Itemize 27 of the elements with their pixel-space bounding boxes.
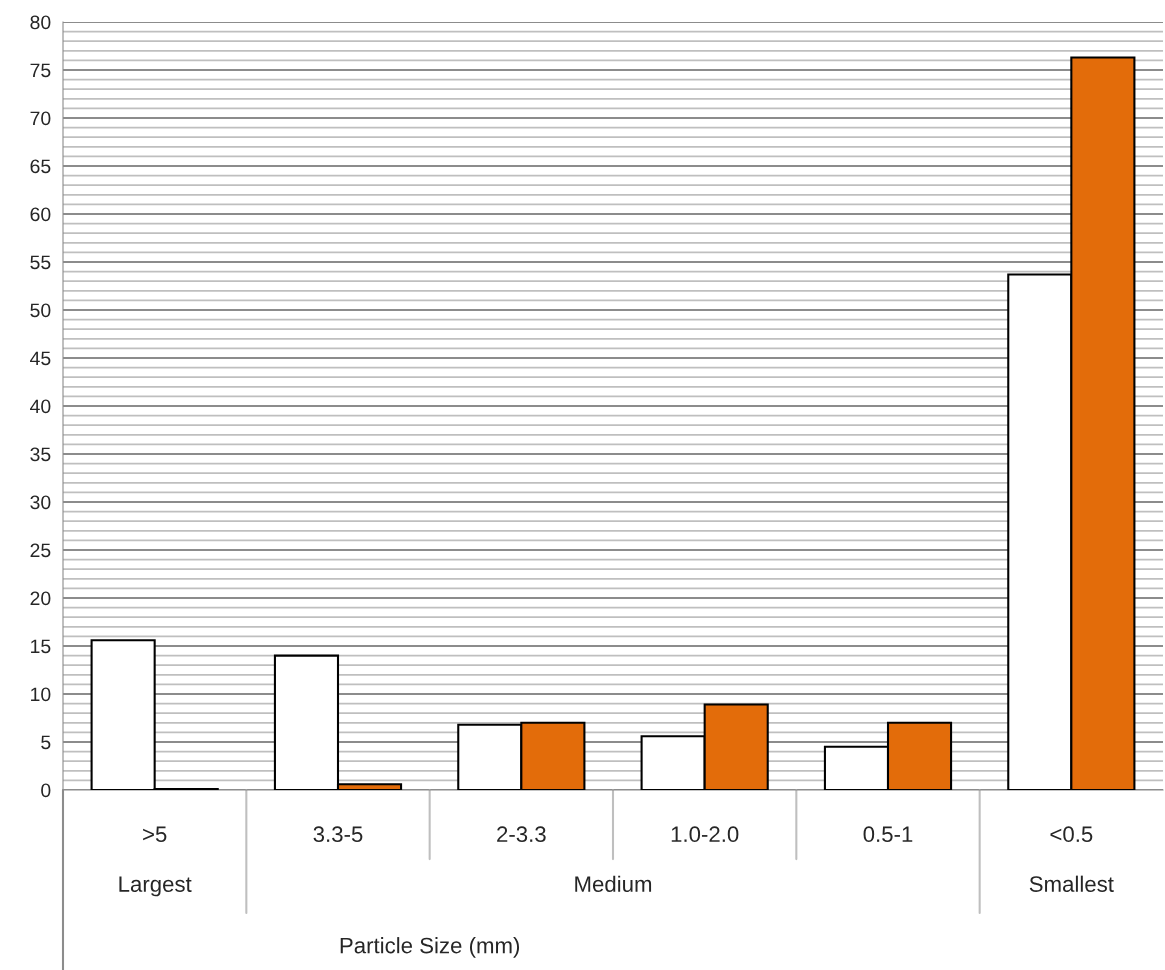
x-tick-label: 1.0-2.0 (671, 826, 739, 843)
x-tick-label: 2-3.3 (497, 826, 546, 843)
x-tick-label: <0.5 (1050, 826, 1093, 843)
y-tick-label: 70 (30, 111, 51, 126)
y-tick-label: 40 (30, 399, 51, 414)
y-tick-label: 65 (30, 159, 51, 174)
y-tick-label: 25 (30, 543, 51, 558)
y-tick-label: 15 (31, 639, 51, 654)
y-tick-label: 55 (30, 255, 51, 270)
y-tick-label: 10 (31, 687, 51, 702)
x-tick-label: >5 (143, 826, 167, 843)
y-tick-label: 60 (30, 207, 51, 222)
y-tick-label: 35 (30, 447, 51, 462)
x-axis-title: Particle Size (mm) (340, 937, 520, 958)
y-tick-label: 20 (30, 591, 51, 606)
y-tick-label: 80 (30, 15, 51, 30)
y-tick-label: 50 (30, 303, 51, 318)
y-tick-label: 30 (30, 495, 51, 510)
text: Largest (119, 876, 192, 897)
text: Smallest (1029, 875, 1114, 892)
y-tick-label: 5 (41, 735, 51, 750)
x-tick-label: 3.3-5 (313, 826, 363, 843)
x-tick-label: 0.5-1 (863, 826, 913, 843)
text: Medium (575, 875, 652, 892)
y-tick-label: 45 (30, 351, 51, 366)
y-tick-label: 0 (41, 783, 51, 798)
y-tick-label: 75 (30, 63, 51, 78)
